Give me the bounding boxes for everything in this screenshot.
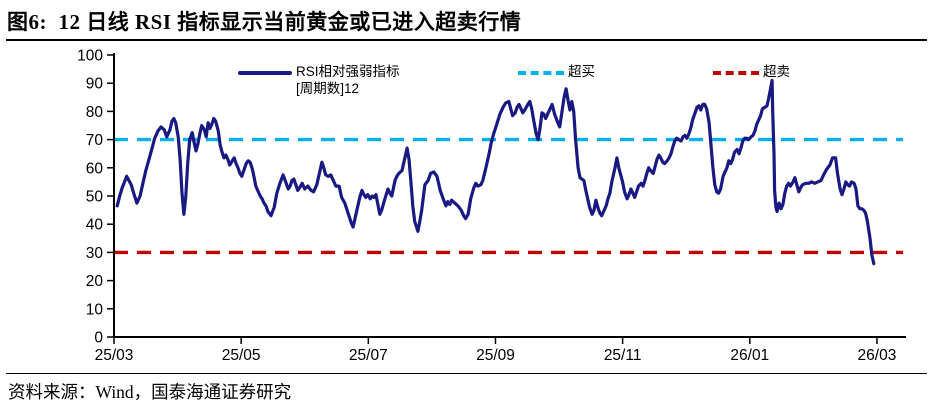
rsi-chart: 0 10 20 30 40 50 60 70 80 90 100 25/03 25/05 25/07 25/… [0,42,933,372]
footer-rule [6,373,927,374]
x-tick-label: 25/11 [604,347,642,364]
y-tick-label: 50 [86,189,104,206]
y-tick-label: 80 [86,104,104,121]
y-tick-label: 90 [86,76,104,93]
source-text: 资料来源：Wind，国泰海通证券研究 [8,382,292,402]
y-tick-label: 10 [86,301,104,318]
figure-title: 图6: 12 日线 RSI 指标显示当前黄金或已进入超卖行情 [7,10,522,34]
y-tick-label: 100 [77,48,103,65]
x-tick-label: 26/01 [730,347,769,364]
figure-header: 图6: 12 日线 RSI 指标显示当前黄金或已进入超卖行情 [0,0,933,41]
y-tick-label: 40 [86,217,104,234]
y-tick-label: 70 [86,132,104,149]
y-tick-label: 20 [86,273,104,290]
x-tick-label: 26/03 [858,347,897,364]
x-tick-label: 25/09 [476,347,515,364]
x-tick-label: 25/03 [95,347,134,364]
figure-footer: 资料来源：Wind，国泰海通证券研究 [0,372,933,414]
y-tick-label: 60 [86,160,104,177]
y-tick-label: 30 [86,245,104,262]
title-underline [6,39,927,41]
y-tick-label: 0 [94,330,103,347]
rsi-line [115,78,876,266]
x-tick-label: 25/07 [349,347,388,364]
x-tick-label: 25/05 [222,347,261,364]
rsi-chart-svg: 0 10 20 30 40 50 60 70 80 90 100 25/03 25/05 25/07 25/… [77,48,906,364]
